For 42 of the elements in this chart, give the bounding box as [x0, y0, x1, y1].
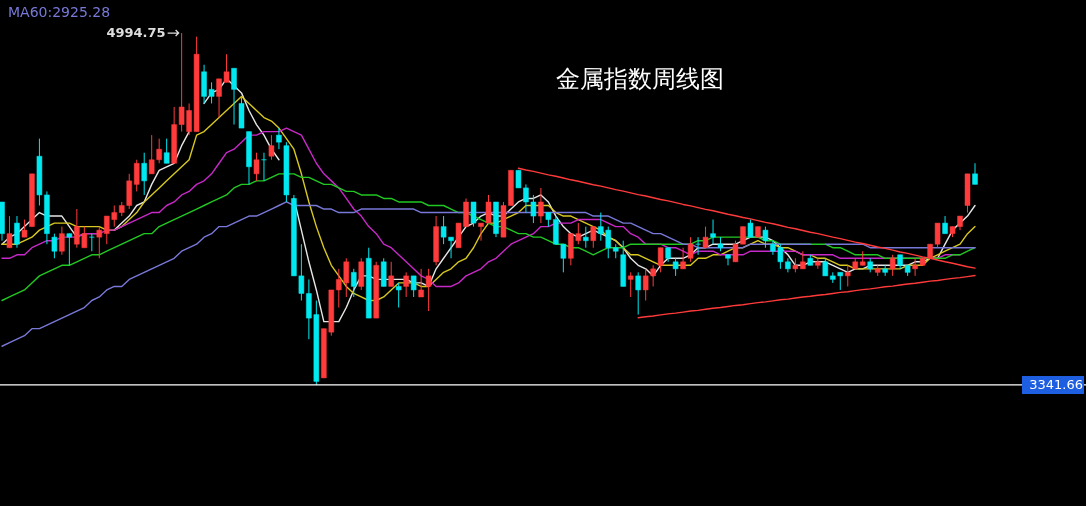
candlestick: [635, 271, 641, 316]
candlestick: [418, 268, 424, 298]
candlestick: [6, 215, 13, 249]
candlestick: [470, 201, 477, 228]
candlestick: [59, 226, 65, 256]
candlestick: [268, 134, 275, 161]
text: 3341.66: [1029, 376, 1083, 392]
candlestick: [395, 282, 402, 309]
candlestick: [710, 219, 716, 245]
candlestick: [261, 152, 267, 182]
candlestick: [388, 261, 394, 287]
candlestick: [253, 152, 260, 182]
candlestick: [657, 247, 664, 273]
candlestick: [14, 215, 20, 249]
candlestick: [845, 264, 851, 287]
candlestick: [51, 233, 58, 259]
candlestick: [627, 271, 634, 298]
candlestick: [702, 226, 709, 249]
candlestick: [695, 236, 701, 256]
candlestick: [66, 233, 73, 266]
candlestick: [96, 226, 103, 259]
annotation: 4994.75: [106, 25, 166, 41]
candlestick: [680, 247, 686, 270]
candlestick: [538, 187, 544, 224]
candlestick: [687, 236, 694, 263]
candlestick: [351, 268, 357, 298]
text: 金属指数周线图: [556, 65, 724, 93]
candlestick: [725, 254, 731, 266]
candlestick: [410, 275, 417, 298]
candlestick: [403, 271, 409, 298]
candlestick: [276, 127, 282, 150]
candlestick: [762, 226, 769, 249]
candlestick: [133, 159, 140, 192]
candlestick: [583, 226, 589, 249]
candlestick: [425, 268, 432, 312]
candlestick: [163, 138, 170, 164]
candlestick: [972, 162, 978, 185]
text: MA60:2925.28: [8, 4, 111, 20]
candlestick: [141, 152, 147, 196]
candlestick: [889, 254, 896, 277]
candlestick: [231, 67, 237, 126]
candlestick: [590, 226, 597, 249]
